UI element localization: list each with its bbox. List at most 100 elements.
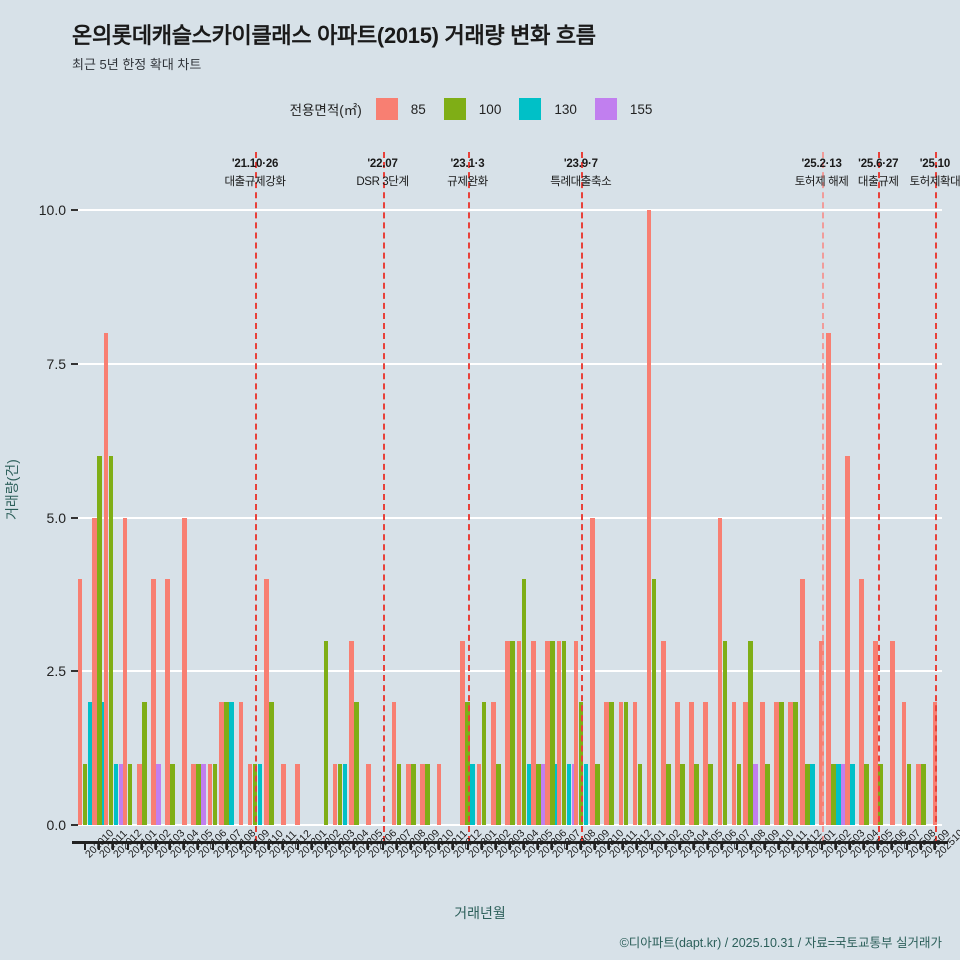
bar-202308-100 (561, 640, 567, 825)
chart-legend: 전용면적(㎡) 85 100 130 155 (0, 98, 960, 120)
x-tick-202010 (84, 841, 87, 850)
x-tick-202012 (112, 841, 115, 850)
x-tick-202404 (678, 841, 681, 850)
bar-202102-100 (141, 702, 147, 825)
bar-202108-130 (229, 702, 234, 825)
bar-202401-100 (637, 763, 643, 825)
bar-202107-85 (207, 763, 213, 825)
bar-202204-130 (342, 763, 348, 825)
x-tick-202101 (126, 841, 129, 850)
bar-202509-100 (920, 763, 926, 825)
bar-202203-100 (323, 640, 329, 825)
x-tick-202304 (509, 841, 511, 850)
event-text-202110: 대출규제강화 (224, 176, 286, 188)
gridline-0 (78, 824, 942, 826)
legend-items: 85 100 130 155 (375, 98, 671, 120)
x-tick-202501 (806, 841, 809, 850)
bar-202305-85 (516, 640, 522, 825)
legend-item-155[interactable]: 155 (594, 98, 653, 120)
bar-202501-130 (810, 763, 815, 825)
bar-202508-85 (901, 702, 907, 825)
legend-item-100[interactable]: 100 (443, 98, 501, 120)
bar-202107-100 (212, 763, 218, 825)
x-tick-202308 (565, 841, 568, 850)
event-text-202309: 특례대출축소 (550, 176, 612, 188)
event-annotation-202207: '22.07 DSR 3단계 (356, 158, 409, 189)
bar-202109-85 (238, 702, 244, 825)
bar-202106-100 (196, 763, 201, 825)
bar-202506-85 (873, 640, 879, 825)
legend-label-85: 85 (410, 101, 426, 117)
bar-202103-85 (151, 579, 156, 825)
bar-202104-85 (165, 579, 170, 825)
bar-202501-85 (800, 579, 805, 825)
x-tick-202402 (650, 841, 653, 850)
event-line-202309 (580, 152, 583, 842)
bar-202405-100 (694, 763, 699, 825)
event-date-202510: '25.10 (919, 158, 951, 170)
bar-202112-85 (281, 763, 286, 825)
x-tick-202309 (579, 841, 582, 850)
event-text-202506: 대출규제 (857, 176, 899, 188)
bar-202503-155 (840, 763, 846, 825)
page-subtitle: 최근 5년 한정 확대 차트 (72, 57, 202, 72)
bar-202106-85 (191, 763, 196, 825)
legend-label-130: 130 (554, 101, 577, 117)
bar-202103-155 (156, 763, 161, 825)
bar-202306-85 (531, 640, 536, 825)
x-tick-202412 (792, 841, 795, 850)
bar-202312-85 (618, 702, 624, 825)
x-tick-202508 (905, 841, 908, 850)
x-tick-202208 (395, 841, 398, 850)
event-text-202502: 토허제 해제 (794, 176, 849, 188)
bar-202309-85 (573, 640, 579, 825)
legend-swatch-85 (375, 98, 398, 120)
x-tick-202207 (381, 841, 384, 850)
x-tick-202311 (608, 841, 611, 850)
bar-202504-85 (845, 456, 850, 825)
x-tick-202503 (834, 841, 837, 850)
x-tick-202509 (919, 841, 922, 850)
bar-202309-130 (583, 763, 589, 825)
bar-202409-85 (743, 702, 749, 825)
x-tick-202011 (98, 841, 101, 850)
gridline-7.5 (78, 362, 942, 365)
bar-202306-155 (541, 763, 546, 825)
bar-202301-130 (470, 763, 475, 825)
y-tick-label-7.5: 7.5 (46, 355, 66, 372)
x-tick-202303 (494, 841, 497, 850)
bar-202404-100 (680, 763, 685, 825)
bar-202101-85 (122, 517, 128, 825)
x-tick-202403 (664, 841, 667, 850)
legend-item-85[interactable]: 85 (375, 98, 426, 120)
x-tick-202201 (296, 841, 299, 850)
bar-202211-85 (436, 763, 442, 825)
event-line-202502 (821, 152, 824, 842)
bar-202012-85 (103, 333, 109, 825)
bar-202407-85 (717, 517, 723, 825)
event-annotation-202309: '23.9·7 특례대출축소 (550, 158, 611, 189)
bar-202503-130 (835, 763, 841, 825)
x-tick-202307 (551, 841, 554, 850)
bar-202012-130 (113, 763, 119, 825)
chart-footer: ©디아파트(dapt.kr) / 2025.10.31 / 자료=국토교통부 실… (619, 936, 942, 950)
x-tick-202306 (537, 841, 540, 850)
chart-plot-area (77, 152, 942, 842)
bar-202305-130 (526, 763, 532, 825)
x-tick-202109 (239, 841, 242, 850)
x-tick-202411 (778, 841, 781, 850)
x-tick-202205 (353, 841, 356, 850)
bar-202410-85 (760, 702, 765, 825)
bar-202307-85 (545, 640, 550, 825)
bar-202306-100 (536, 763, 541, 825)
bar-202409-155 (753, 763, 759, 825)
event-line-202207 (382, 152, 385, 842)
bar-202210-85 (420, 763, 425, 825)
y-tick-5 (71, 516, 78, 519)
x-tick-202104 (169, 841, 172, 850)
bar-202010-85 (77, 579, 83, 825)
legend-item-130[interactable]: 130 (519, 98, 577, 120)
bar-202409-100 (748, 640, 754, 825)
legend-label-155: 155 (629, 101, 653, 117)
x-tick-202505 (863, 841, 866, 850)
